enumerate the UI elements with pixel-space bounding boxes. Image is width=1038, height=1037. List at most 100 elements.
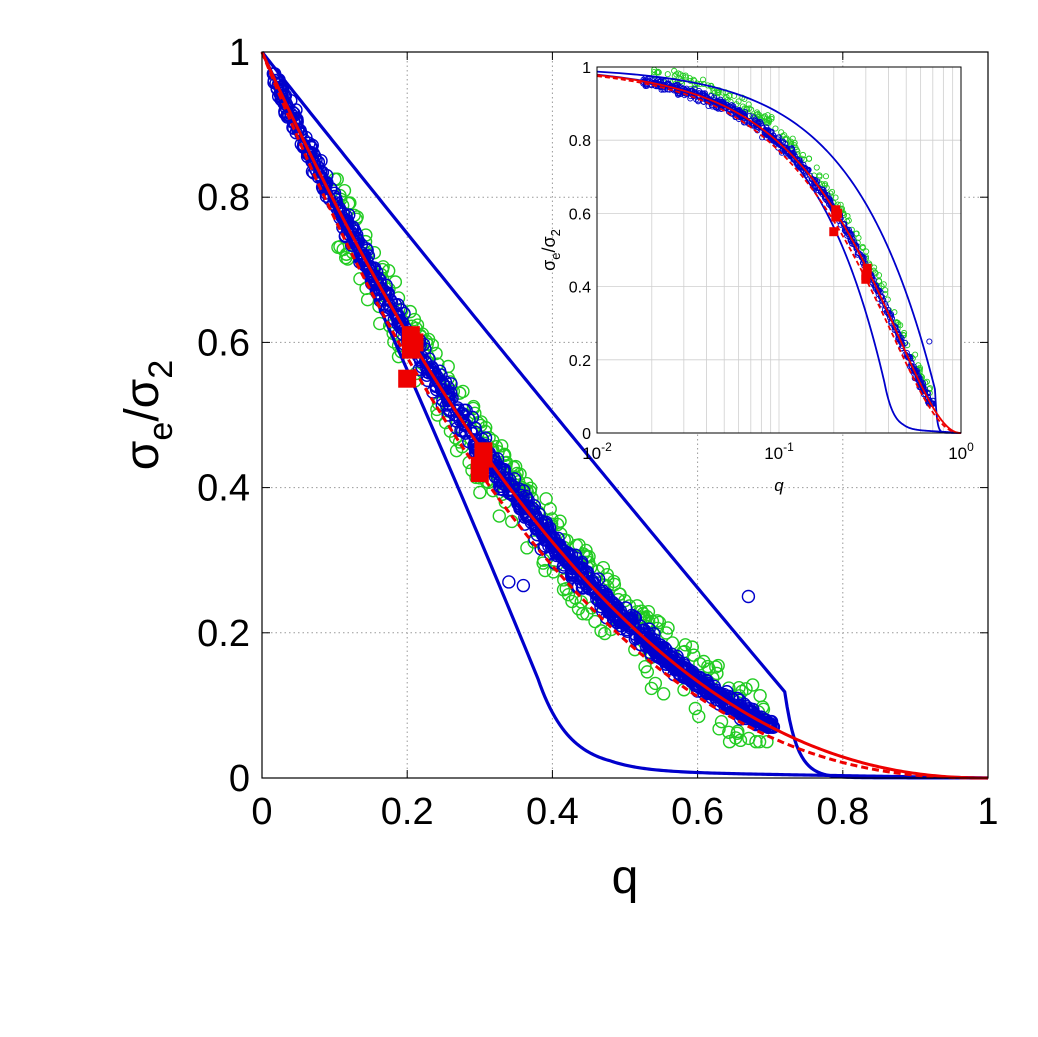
inset-green-data-point bbox=[655, 69, 662, 76]
green-data-point bbox=[732, 680, 746, 695]
blue-data-point bbox=[726, 700, 740, 714]
inset-ylabel-sub-2: 2 bbox=[548, 229, 563, 236]
blue-data-point bbox=[370, 276, 384, 290]
blue-data-point bbox=[458, 417, 472, 431]
inset-green-data-point bbox=[768, 114, 775, 121]
inset-red-square-point bbox=[831, 205, 841, 215]
green-data-point bbox=[752, 735, 767, 749]
blue-data-point bbox=[429, 371, 443, 385]
green-data-point bbox=[607, 574, 621, 589]
inset-lower-bound-line bbox=[596, 73, 961, 434]
green-data-point bbox=[449, 443, 464, 458]
ylabel-sigma: σ bbox=[116, 441, 169, 471]
inset-blue-data-point bbox=[790, 152, 797, 159]
blue-data-point bbox=[661, 652, 676, 667]
inset-blue-data-point bbox=[886, 314, 894, 321]
blue-data-point bbox=[459, 403, 473, 418]
y-tick-label: 0 bbox=[229, 758, 250, 800]
blue-data-point bbox=[585, 580, 600, 594]
inset-x-tick-label: 10-2 bbox=[582, 440, 612, 463]
green-data-point bbox=[688, 701, 703, 716]
green-data-point bbox=[407, 312, 422, 327]
inset-green-data-point bbox=[923, 378, 930, 385]
green-data-point bbox=[473, 485, 487, 500]
inset-ylabel-slash-sigma: /σ bbox=[539, 236, 559, 252]
blue-data-point bbox=[565, 568, 579, 582]
inset-green-data-point bbox=[837, 201, 844, 208]
green-data-point bbox=[556, 583, 571, 597]
green-data-point bbox=[693, 657, 707, 671]
inset-green-data-point bbox=[726, 92, 733, 99]
x-tick-label: 1 bbox=[977, 791, 998, 833]
inset-blue-data-point bbox=[874, 286, 881, 293]
green-data-point bbox=[722, 725, 736, 739]
red-square-point bbox=[398, 369, 417, 388]
green-data-point bbox=[613, 587, 627, 601]
inset-green-data-point bbox=[863, 248, 870, 255]
blue-data-point bbox=[521, 493, 535, 507]
inset-blue-data-point bbox=[841, 224, 848, 231]
inset-green-data-point bbox=[664, 71, 671, 78]
inset-y-tick-label: 0.2 bbox=[569, 353, 591, 370]
inset-green-data-point bbox=[711, 89, 718, 97]
blue-data-point bbox=[560, 554, 574, 568]
x-tick-label: 0.6 bbox=[671, 791, 724, 833]
green-data-point bbox=[561, 587, 576, 602]
green-data-point bbox=[692, 709, 706, 724]
blue-data-point bbox=[655, 644, 669, 659]
inset-green-data-point bbox=[912, 351, 919, 358]
inset-y-tick-label: 0.6 bbox=[569, 206, 591, 223]
green-data-point bbox=[337, 183, 352, 198]
main-y-axis-label: σe/σ2 bbox=[116, 360, 180, 470]
blue-data-point bbox=[493, 482, 507, 496]
inset-tick-labels: 0 0.2 0.4 0.6 0.8 1 10-2 10-1 100 bbox=[569, 60, 974, 463]
inset-green-data-point bbox=[822, 173, 830, 180]
inset-red-solid-fit-line bbox=[596, 74, 961, 434]
inset-y-tick-label: 0.8 bbox=[569, 133, 591, 150]
y-tick-label: 0.8 bbox=[197, 177, 250, 219]
inset-blue-outlier-point bbox=[926, 338, 933, 345]
green-data-point bbox=[495, 439, 509, 453]
green-data-point bbox=[712, 722, 726, 736]
inset-blue-data-point bbox=[920, 386, 927, 394]
blue-data-point bbox=[614, 621, 628, 636]
green-data-point bbox=[753, 688, 767, 703]
inset-blue-data-point bbox=[661, 78, 668, 85]
green-data-point bbox=[492, 509, 506, 523]
inset-green-data-point bbox=[884, 296, 891, 303]
green-data-point bbox=[520, 541, 534, 555]
inset-x-axis-label: q bbox=[774, 476, 784, 495]
green-data-point bbox=[579, 549, 593, 563]
green-data-point bbox=[749, 735, 763, 749]
blue-data-point bbox=[526, 510, 541, 524]
inset-green-data-point bbox=[686, 75, 693, 82]
blue-outlier-point bbox=[502, 575, 516, 589]
green-data-point bbox=[714, 714, 729, 729]
main-axes-frame bbox=[261, 51, 989, 779]
inset-blue-data-point bbox=[711, 94, 718, 101]
inset-y-tick-label: 0.4 bbox=[569, 280, 591, 297]
blue-data-point bbox=[706, 685, 721, 699]
inset-green-data-point bbox=[745, 101, 752, 108]
inset-blue-data-point bbox=[757, 120, 764, 127]
green-data-point bbox=[760, 735, 774, 749]
inset-green-data-point bbox=[739, 103, 746, 110]
inset-ylabel-sub-e: e bbox=[548, 253, 563, 260]
green-data-point bbox=[687, 648, 701, 662]
inset-blue-data-point bbox=[676, 90, 683, 97]
green-data-point bbox=[644, 681, 659, 696]
blue-data-point bbox=[678, 662, 692, 676]
inset-red-square-point bbox=[862, 263, 872, 273]
inset-y-tick-label: 0 bbox=[582, 426, 591, 443]
inset-blue-data-point bbox=[768, 128, 775, 135]
main-plot: 000.20.20.40.40.60.60.80.811 q σe/σ2 bbox=[116, 32, 999, 904]
green-data-point bbox=[596, 560, 611, 575]
green-data-point bbox=[486, 483, 500, 498]
blue-data-point bbox=[638, 632, 652, 646]
inset-green-data-point bbox=[875, 278, 883, 285]
blue-data-point bbox=[388, 308, 403, 322]
green-data-point bbox=[588, 614, 602, 629]
main-x-axis-label: q bbox=[612, 851, 639, 904]
inset-green-data-point bbox=[682, 74, 690, 81]
blue-data-point bbox=[573, 565, 587, 579]
